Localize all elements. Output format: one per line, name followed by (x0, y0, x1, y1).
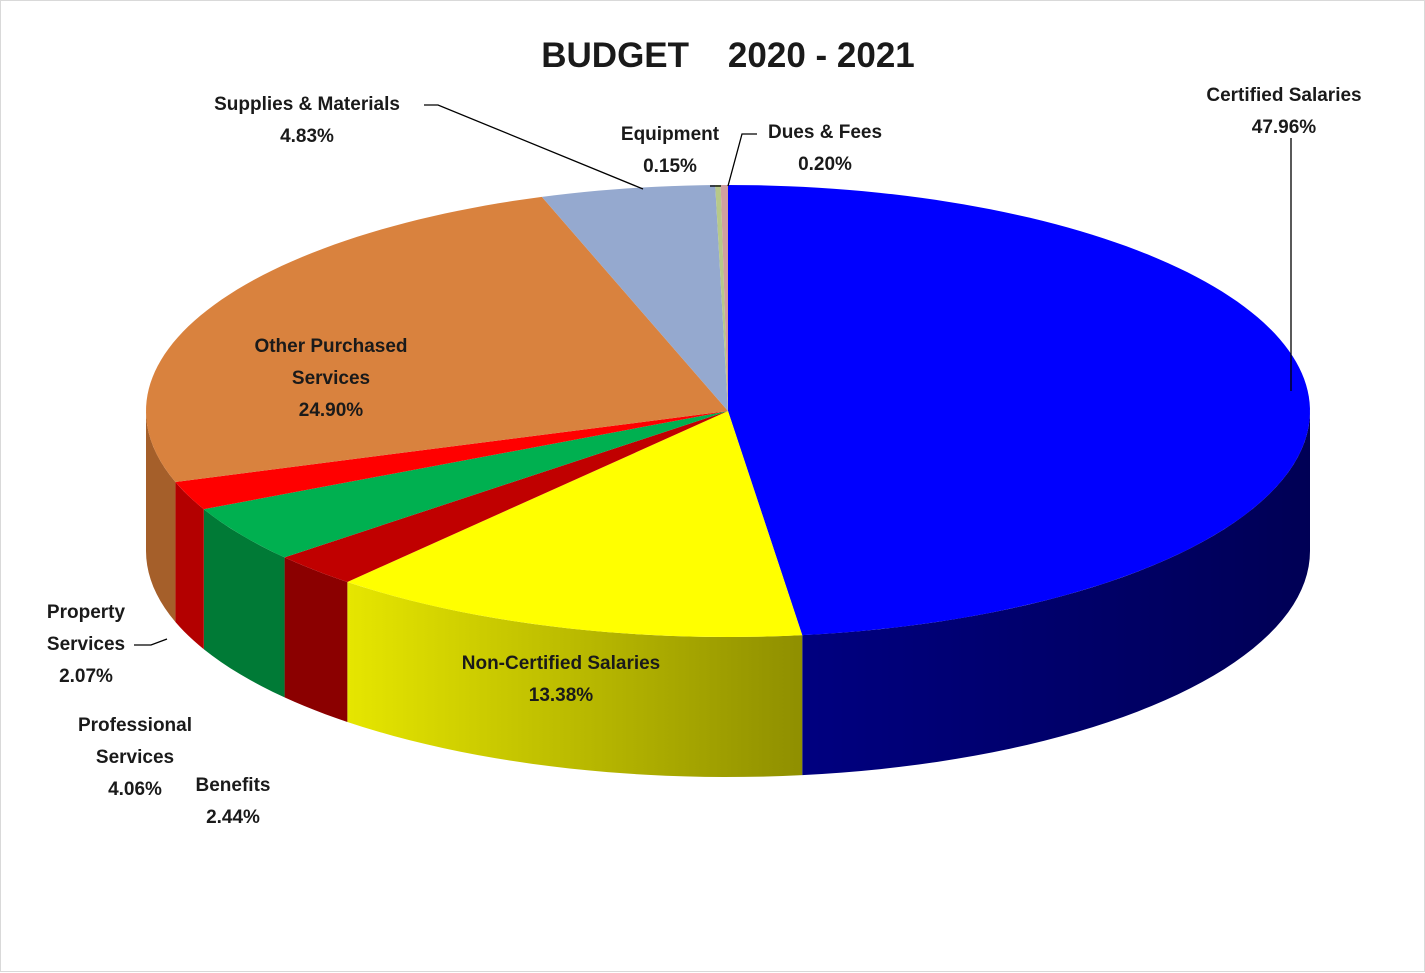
data-labels: Certified Salaries 47.96% Non-Certified Sa… (47, 85, 1362, 828)
label-property-services-value: 2.07% (59, 666, 113, 687)
leader-supplies-materials (424, 104, 644, 190)
slice-side-non-certified-salaries (347, 581, 803, 777)
label-dues-fees-text-0: Dues & Fees (768, 122, 882, 143)
label-equipment-value: 0.15% (643, 156, 697, 177)
label-supplies-materials-text-0: Supplies & Materials (214, 94, 400, 115)
leader-dues-fees (727, 133, 757, 187)
label-equipment-text-0: Equipment (621, 124, 720, 145)
slice-property-services (175, 411, 728, 510)
label-property-services-text-0: Property (47, 602, 126, 623)
label-professional-services-text-0: Professional (78, 715, 192, 736)
slice-benefits (284, 411, 728, 582)
label-certified-salaries-value: 47.96% (1252, 117, 1317, 138)
label-other-purchased-services-text-1: Services (292, 368, 370, 389)
slice-non-certified-salaries (347, 411, 803, 637)
slice-side-other-purchased-services (146, 411, 176, 622)
slices-layer (146, 185, 1310, 777)
label-supplies-materials-value: 4.83% (280, 126, 334, 147)
leader-lines (134, 104, 1292, 646)
label-non-certified-salaries-value: 13.38% (529, 685, 594, 706)
label-certified-salaries-text-0: Certified Salaries (1206, 85, 1361, 106)
label-professional-services-text-1: Services (96, 747, 174, 768)
slice-dues-and-fees (720, 185, 728, 411)
slice-side-property-services (175, 481, 204, 650)
slice-professional-services (203, 411, 729, 558)
label-other-purchased-services-text-0: Other Purchased (254, 336, 407, 357)
slice-equipment (715, 185, 728, 411)
slice-certified-salaries (728, 185, 1310, 636)
label-professional-services-value: 4.06% (108, 779, 162, 800)
label-property-services-text-1: Services (47, 634, 125, 655)
slice-supplies-and-materials (541, 185, 728, 411)
slice-side-professional-services (203, 509, 285, 698)
chart-title: BUDGET 2020 - 2021 (541, 36, 915, 75)
slice-side-certified-salaries (802, 411, 1310, 776)
leader-property-services (134, 638, 168, 646)
label-benefits-text-0: Benefits (196, 775, 271, 796)
label-dues-fees-value: 0.20% (798, 154, 852, 175)
label-other-purchased-services-value: 24.90% (299, 400, 364, 421)
label-non-certified-salaries-text-0: Non-Certified Salaries (462, 653, 661, 674)
slice-side-benefits (284, 557, 348, 722)
slice-other-purchased-services (146, 196, 728, 482)
label-benefits-value: 2.44% (206, 807, 260, 828)
